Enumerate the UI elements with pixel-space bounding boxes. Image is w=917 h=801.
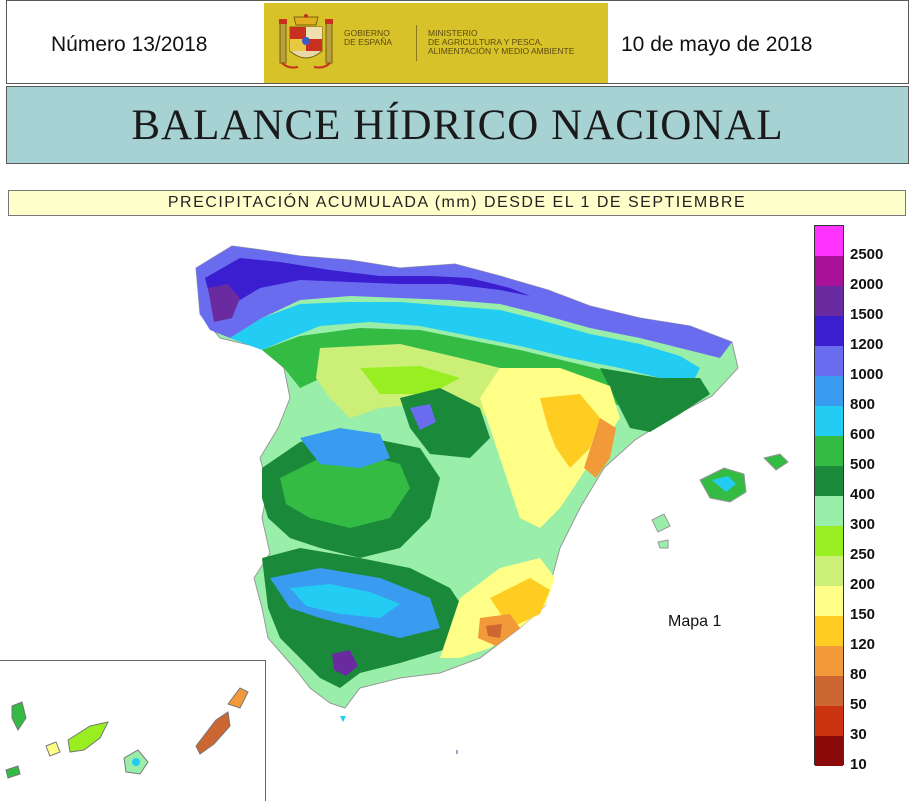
- legend-swatch: [815, 706, 843, 736]
- legend-label: 300: [850, 516, 876, 533]
- legend-swatch: [815, 316, 843, 346]
- legend-label: 1200: [850, 336, 884, 353]
- map-subtitle: PRECIPITACIÓN ACUMULADA (mm) DESDE EL 1 …: [167, 194, 747, 211]
- ceuta-marker: [340, 716, 346, 722]
- legend-label: 800: [850, 396, 876, 413]
- legend-label: 2500: [850, 246, 884, 263]
- west-green: [280, 454, 410, 528]
- east-120: [540, 394, 600, 468]
- legend-label: 600: [850, 426, 876, 443]
- legend-swatch: [815, 466, 843, 496]
- canary-la-palma: [11, 701, 27, 731]
- legend-label: 30: [850, 726, 867, 743]
- legend-swatch: [815, 526, 843, 556]
- legend-label: 120: [850, 636, 876, 653]
- legend-swatch: [815, 376, 843, 406]
- legend-swatch: [815, 646, 843, 676]
- almeria-50: [486, 624, 502, 638]
- ministry-text: MINISTERIO DE AGRICULTURA Y PESCA, ALIME…: [428, 28, 575, 56]
- legend-label: 50: [850, 696, 867, 713]
- legend-swatch: [815, 346, 843, 376]
- legend-label: 150: [850, 606, 876, 623]
- map-label: Mapa 1: [668, 613, 722, 630]
- formentera: [657, 539, 669, 549]
- southwest-lightblue: [290, 584, 400, 618]
- canary-tenerife: [67, 721, 109, 753]
- legend-swatch: [815, 406, 843, 436]
- map-area: Mapa 1 2500 2000 1500 1200 1000 800 600 500 400 3…: [0, 218, 917, 801]
- legend-label: 1000: [850, 366, 884, 383]
- legend-label: 500: [850, 456, 876, 473]
- legend-swatch: [815, 436, 843, 466]
- government-logo: GOBIERNO DE ESPAÑA MINISTERIO DE AGRICUL…: [264, 3, 608, 83]
- page-title: BALANCE HÍDRICO NACIONAL: [131, 101, 784, 149]
- legend-label: 200: [850, 576, 876, 593]
- canary-fuerteventura: [195, 711, 231, 755]
- legend-swatch: [815, 676, 843, 706]
- mallorca-inner: [712, 476, 736, 492]
- legend-bar: [814, 225, 844, 766]
- galicia-purple: [208, 284, 240, 322]
- legend-label: 10: [850, 756, 867, 773]
- header-bar: Número 13/2018 GOBIERNO DE ESPAÑA MINIST…: [6, 0, 909, 84]
- legend-swatch: [815, 736, 843, 766]
- legend-swatch: [815, 496, 843, 526]
- gran-canaria-center: [132, 758, 140, 766]
- legend-swatch: [815, 586, 843, 616]
- melilla-marker: [456, 750, 458, 754]
- menorca: [763, 453, 789, 471]
- canary-inset-frame: [0, 660, 266, 801]
- canary-lanzarote: [227, 687, 249, 709]
- legend-swatch: [815, 256, 843, 286]
- legend-swatch: [815, 226, 843, 256]
- gov-text: GOBIERNO DE ESPAÑA: [344, 28, 393, 47]
- coat-of-arms-icon: [279, 14, 333, 69]
- madrid-blue: [410, 404, 436, 430]
- title-bar: BALANCE HÍDRICO NACIONAL: [6, 86, 909, 164]
- legend-label: 1500: [850, 306, 884, 323]
- north-darkwet-band: [205, 258, 530, 312]
- meseta-250: [360, 366, 460, 394]
- legend-label: 2000: [850, 276, 884, 293]
- color-legend: 2500 2000 1500 1200 1000 800 600 500 400 300 250 20…: [814, 225, 909, 773]
- legend-swatch: [815, 616, 843, 646]
- legend-label: 80: [850, 666, 867, 683]
- legend-label: 250: [850, 546, 876, 563]
- subtitle-bar: PRECIPITACIÓN ACUMULADA (mm) DESDE EL 1 …: [8, 190, 906, 216]
- legend-label: 400: [850, 486, 876, 503]
- precipitation-map: [5, 245, 789, 779]
- issue-number: Número 13/2018: [51, 33, 208, 56]
- legend-swatch: [815, 286, 843, 316]
- northeast-darkgreen: [600, 368, 710, 432]
- grazalema-purple: [332, 650, 358, 676]
- canary-el-hierro: [5, 765, 21, 779]
- canary-la-gomera: [45, 741, 61, 757]
- ibiza: [651, 513, 671, 533]
- legend-swatch: [815, 556, 843, 586]
- valencia-80: [584, 418, 616, 478]
- central-blue: [300, 428, 390, 468]
- issue-date: 10 de mayo de 2018: [621, 33, 813, 56]
- logo-divider: [416, 25, 417, 61]
- north-blue-strip: [230, 302, 700, 388]
